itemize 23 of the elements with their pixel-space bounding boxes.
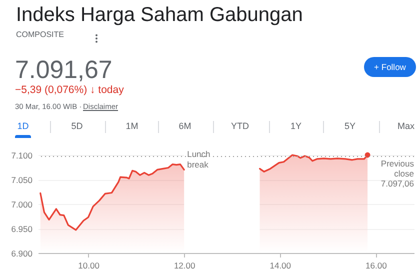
x-tick-label: 14.00 [270, 260, 292, 270]
chart-title: Indeks Harga Saham Gabungan [16, 4, 303, 27]
text: 6M [178, 121, 192, 131]
x-tick-label: 10.00 [78, 260, 100, 270]
chart-subtitle: COMPOSITE [16, 30, 64, 39]
ref-line-label: Previous close 7.097,06 [380, 158, 414, 188]
y-tick-label: 6.900 [11, 248, 33, 258]
x-tick-label: 16.00 [366, 260, 388, 270]
text: + Follow [364, 57, 416, 77]
text: 1Y [289, 121, 302, 131]
y-tick-label: 6.950 [11, 224, 33, 234]
text: 7.091,67 [15, 56, 112, 85]
text: 1D [16, 121, 30, 131]
y-tick-label: 7.050 [11, 175, 33, 185]
y-tick-label: 7.100 [11, 150, 33, 160]
x-tick-label: 12.00 [174, 260, 196, 270]
text: 5Y [343, 121, 356, 131]
text: 1M [124, 121, 140, 131]
y-tick-label: 7.000 [11, 200, 33, 210]
text: YTD [230, 121, 250, 131]
text: 5D [70, 121, 84, 131]
text: Max [396, 121, 416, 131]
text: −5,39 (0,076%) ↓ today [15, 84, 124, 96]
